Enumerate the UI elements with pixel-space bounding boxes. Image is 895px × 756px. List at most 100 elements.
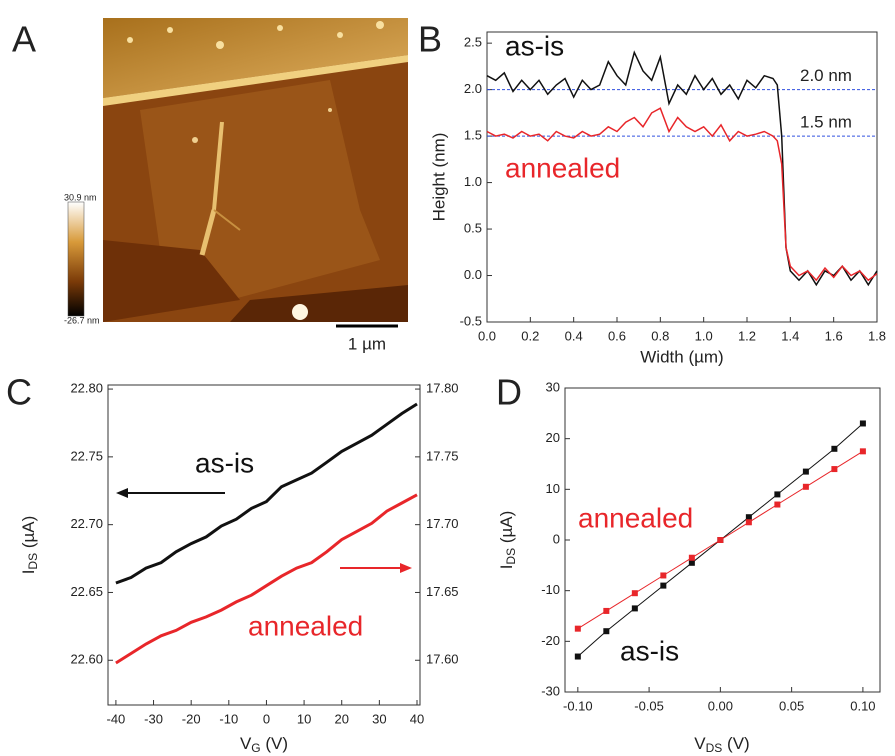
label-part: DS	[26, 553, 40, 570]
x-tick-label: 0	[263, 711, 270, 726]
x-axis-label: VDS (V)	[694, 734, 749, 755]
data-point	[774, 501, 781, 508]
y2-tick-label: 17.75	[426, 448, 459, 463]
data-point	[688, 559, 695, 566]
x-tick-label: -0.05	[634, 698, 664, 713]
data-point	[802, 468, 809, 475]
label-part: G	[251, 741, 260, 755]
y-tick-label: 0	[553, 531, 560, 546]
x-tick-label: 10	[297, 711, 311, 726]
data-point	[660, 572, 667, 579]
y-tick-label: -30	[541, 683, 560, 698]
panel-letter: A	[12, 19, 36, 60]
y-tick-label: 1.0	[464, 174, 482, 189]
plot-frame	[486, 31, 878, 323]
label-part: I	[19, 570, 38, 575]
y-tick-label: 22.60	[70, 652, 103, 667]
annotation: as-is	[505, 30, 564, 61]
data-point	[574, 653, 581, 660]
data-point	[717, 537, 724, 543]
scale-bar-label: 1 µm	[348, 334, 386, 353]
x-tick-label: 0.0	[478, 328, 496, 343]
annotation: annealed	[505, 152, 620, 183]
label-part: V	[240, 734, 252, 753]
x-tick-label: 1.6	[825, 328, 843, 343]
x-tick-label: 1.0	[695, 328, 713, 343]
y2-tick-label: 17.70	[426, 516, 459, 531]
y-tick-label: -10	[541, 582, 560, 597]
y-tick-label: 1.5	[464, 128, 482, 143]
x-tick-label: 0.4	[565, 328, 583, 343]
x-axis-label: Width (µm)	[640, 347, 723, 366]
x-tick-label: -20	[182, 711, 201, 726]
arrows	[116, 488, 412, 573]
x-tick-label: 1.2	[738, 328, 756, 343]
x-axis-label: VG (V)	[240, 734, 288, 755]
annotation: annealed	[578, 502, 693, 533]
colorbar	[67, 201, 85, 317]
y-tick-label: 30	[546, 379, 560, 394]
y2-tick-label: 17.80	[426, 381, 459, 396]
reference-label: 2.0 nm	[800, 66, 852, 85]
data-point	[831, 445, 838, 452]
colorbar-min: -26.7 nm	[64, 315, 100, 325]
series-line	[486, 107, 878, 282]
annotation: annealed	[248, 610, 363, 641]
data-point	[603, 607, 610, 614]
data-point	[603, 628, 610, 635]
x-tick-label: -30	[144, 711, 163, 726]
x-tick-label: 20	[334, 711, 348, 726]
data-point	[859, 448, 866, 455]
series-line	[115, 493, 418, 665]
x-tick-label: 0.10	[850, 698, 875, 713]
plot-frame	[107, 384, 421, 706]
y-tick-label: 2.0	[464, 81, 482, 96]
data-point	[831, 466, 838, 473]
x-tick-label: 0.8	[651, 328, 669, 343]
data-point	[688, 554, 695, 561]
colorbar-max: 30.9 nm	[64, 192, 97, 202]
data-point	[802, 483, 809, 490]
label-part: DS	[504, 548, 518, 565]
label-part: (V)	[261, 734, 288, 753]
label-part: (µA)	[497, 511, 516, 548]
data-point	[631, 590, 638, 597]
x-tick-label: 0.05	[779, 698, 804, 713]
label-part: DS	[706, 741, 723, 755]
y-tick-label: 20	[546, 430, 560, 445]
y-tick-label: 0.0	[464, 267, 482, 282]
y-axis-label: Height (nm)	[429, 133, 448, 222]
series-line	[115, 402, 418, 585]
panel-letter: D	[496, 372, 522, 413]
y-tick-label: 22.80	[70, 381, 103, 396]
x-tick-label: -40	[107, 711, 126, 726]
y-tick-label: 10	[546, 481, 560, 496]
x-tick-label: 0.00	[708, 698, 733, 713]
data-point	[660, 582, 667, 589]
data-point	[859, 420, 866, 427]
reference-label: 1.5 nm	[800, 113, 852, 132]
y-tick-label: 0.5	[464, 220, 482, 235]
y-tick-label: 22.70	[70, 516, 103, 531]
x-tick-label: 30	[372, 711, 386, 726]
label-part: (µA)	[19, 516, 38, 553]
label-part: I	[497, 565, 516, 570]
label-part: V	[694, 734, 706, 753]
label-part: (V)	[722, 734, 749, 753]
x-tick-label: 1.4	[781, 328, 799, 343]
x-tick-label: 0.2	[521, 328, 539, 343]
y2-tick-label: 17.65	[426, 584, 459, 599]
y-axis-label: IDS (µA)	[497, 511, 518, 570]
data-point	[745, 519, 752, 526]
annotation: as-is	[620, 635, 679, 666]
x-tick-label: 40	[410, 711, 424, 726]
y-tick-label: 22.65	[70, 584, 103, 599]
y-tick-label: 22.75	[70, 448, 103, 463]
panel-letter: B	[418, 19, 442, 60]
afm-image	[103, 18, 408, 322]
annotation: as-is	[195, 447, 254, 478]
panel-letter: C	[6, 372, 32, 413]
x-tick-label: 1.8	[868, 328, 886, 343]
